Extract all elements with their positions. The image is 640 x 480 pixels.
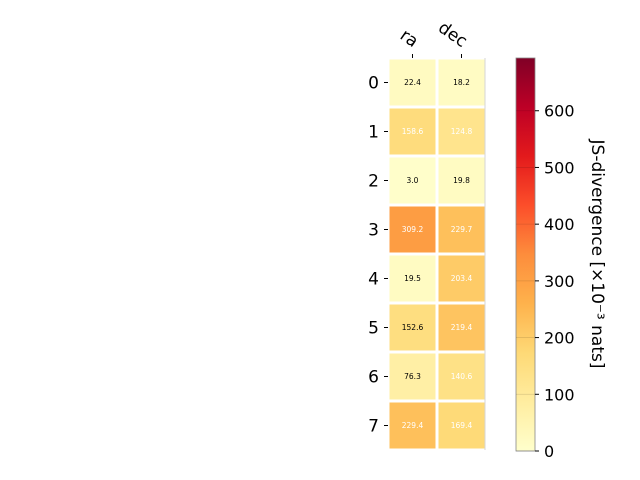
heatmap-cell xyxy=(438,402,485,449)
cell-value-label: 3.0 xyxy=(407,176,419,185)
cell-value-label: 124.8 xyxy=(451,127,473,136)
heatmap-cell xyxy=(389,108,436,155)
heatmap-cell xyxy=(438,157,485,204)
heatmap-cell xyxy=(389,353,436,400)
colorbar-tick-label: 300 xyxy=(544,272,575,291)
row-label: 0 xyxy=(368,74,379,94)
heatmap-cell xyxy=(389,402,436,449)
heatmap-cell xyxy=(389,157,436,204)
row-labels: 0 1 2 3 4 5 6 7 xyxy=(368,74,388,437)
row-label: 2 xyxy=(368,172,379,192)
row-label: 5 xyxy=(368,319,379,339)
row-label: 3 xyxy=(368,221,379,241)
row-label: 6 xyxy=(368,368,379,388)
cell-value-label: 19.5 xyxy=(404,274,421,283)
column-labels: ra dec xyxy=(396,18,471,58)
cell-value-label: 219.4 xyxy=(451,323,473,332)
heatmap-cells: 22.4 18.2 158.6 124.8 3.0 19.8 309.2 229.7 19.5 2… xyxy=(389,58,486,450)
heatmap-cell xyxy=(389,59,436,106)
heatmap-cell xyxy=(438,353,485,400)
colorbar-gradient xyxy=(515,57,536,452)
cell-value-label: 158.6 xyxy=(402,127,424,136)
cell-value-label: 22.4 xyxy=(404,78,421,87)
heatmap-cell xyxy=(389,206,436,253)
heatmap-cell xyxy=(438,59,485,106)
heatmap-cell xyxy=(438,108,485,155)
heatmap-cell xyxy=(389,304,436,351)
row-label: 4 xyxy=(368,270,379,290)
cell-value-label: 19.8 xyxy=(453,176,470,185)
colorbar-tick-label: 100 xyxy=(544,385,575,404)
cell-value-label: 203.4 xyxy=(451,274,473,283)
colorbar-tick-label: 200 xyxy=(544,329,575,348)
colorbar-tick-label: 600 xyxy=(544,102,575,121)
cell-value-label: 18.2 xyxy=(453,78,470,87)
colorbar-tick-label: 500 xyxy=(544,158,575,177)
heatmap-cell xyxy=(389,255,436,302)
cell-value-label: 229.4 xyxy=(402,421,424,430)
cell-value-label: 229.7 xyxy=(451,225,473,234)
cell-value-label: 76.3 xyxy=(404,372,421,381)
cell-value-label: 169.4 xyxy=(451,421,473,430)
column-label: dec xyxy=(434,18,471,52)
colorbar-tick-label: 400 xyxy=(544,215,575,234)
cell-value-label: 152.6 xyxy=(402,323,424,332)
row-label: 7 xyxy=(368,417,379,437)
heatmap-cell xyxy=(438,255,485,302)
colorbar-label: JS-divergence [×10⁻³ nats] xyxy=(587,139,607,369)
cell-value-label: 140.6 xyxy=(451,372,473,381)
heatmap-cell xyxy=(438,206,485,253)
cell-value-label: 309.2 xyxy=(402,225,424,234)
colorbar-tick-label: 0 xyxy=(544,442,554,461)
column-label: ra xyxy=(396,25,422,51)
heatmap-cell xyxy=(438,304,485,351)
colorbar-ticks: 0 100 200 300 400 500 600 xyxy=(516,102,575,461)
colorbar: 0 100 200 300 400 500 600 JS-divergence [×10⁻³… xyxy=(515,57,607,461)
row-label: 1 xyxy=(368,123,379,143)
